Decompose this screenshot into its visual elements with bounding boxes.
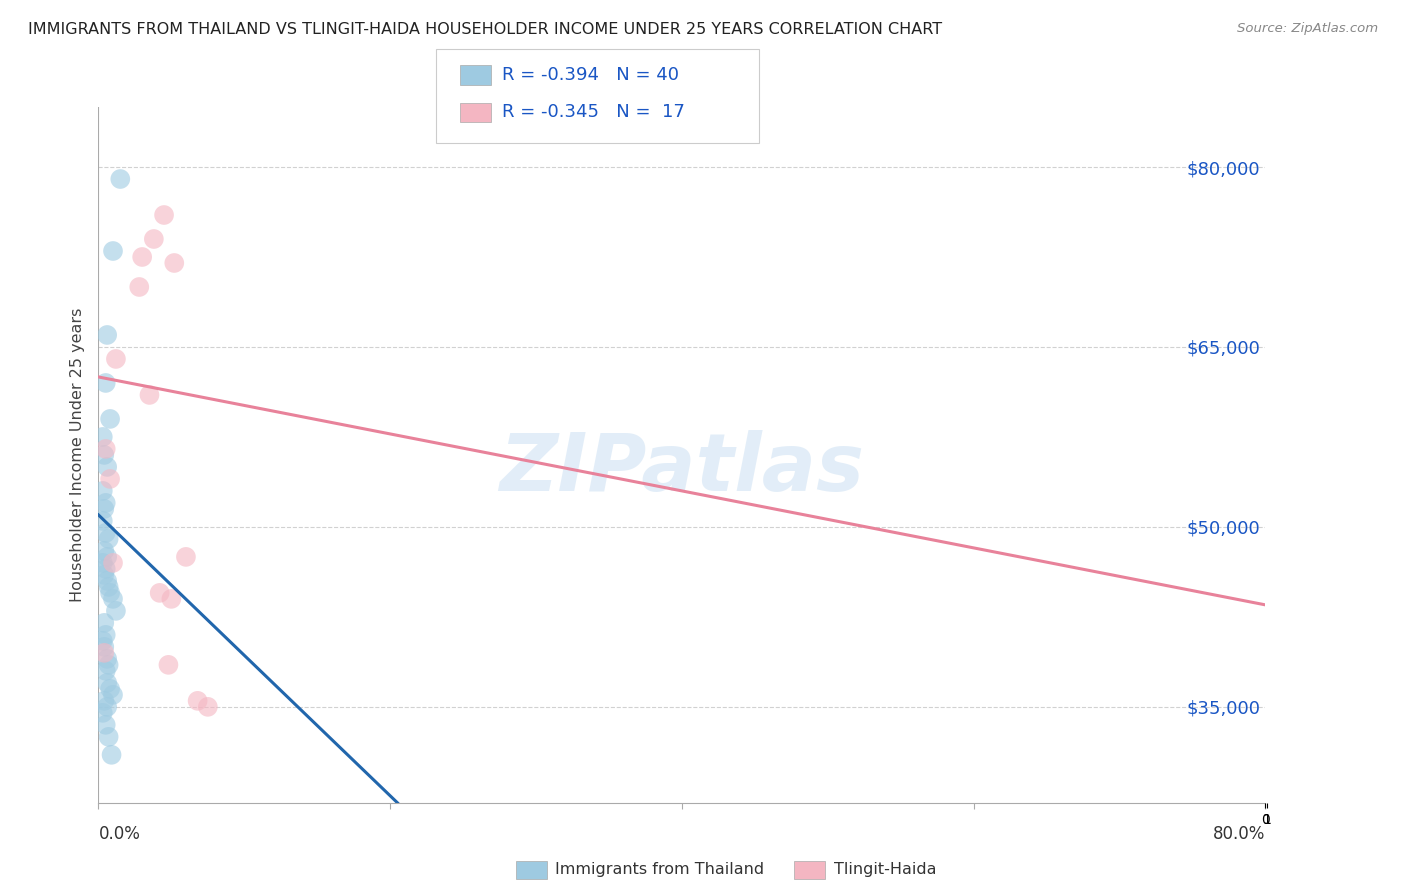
- Point: [94, 496, 117, 510]
- Point: [98, 472, 121, 486]
- Point: [96, 652, 118, 666]
- Point: [96, 549, 118, 564]
- Text: Immigrants from Thailand: Immigrants from Thailand: [555, 863, 765, 877]
- Point: [96, 459, 118, 474]
- Point: [94, 628, 117, 642]
- Point: [93, 567, 115, 582]
- Point: [104, 351, 127, 366]
- Point: [104, 604, 127, 618]
- Y-axis label: Householder Income Under 25 years: Householder Income Under 25 years: [70, 308, 86, 602]
- Point: [163, 256, 186, 270]
- Point: [94, 718, 117, 732]
- Text: ZIPatlas: ZIPatlas: [499, 430, 865, 508]
- Point: [93, 544, 115, 558]
- Point: [153, 208, 176, 222]
- Point: [160, 591, 183, 606]
- Point: [98, 681, 121, 696]
- Point: [149, 586, 172, 600]
- Point: [97, 730, 120, 744]
- Point: [174, 549, 197, 564]
- Point: [94, 664, 117, 678]
- Point: [187, 694, 209, 708]
- Point: [96, 699, 118, 714]
- Point: [96, 574, 118, 588]
- Point: [91, 556, 114, 570]
- Point: [96, 676, 118, 690]
- Point: [97, 580, 120, 594]
- Point: [157, 657, 180, 672]
- Point: [93, 448, 115, 462]
- Text: 0.0%: 0.0%: [98, 825, 141, 843]
- Point: [101, 591, 124, 606]
- Point: [131, 250, 153, 264]
- Point: [97, 532, 120, 546]
- Point: [101, 556, 124, 570]
- Point: [94, 442, 117, 456]
- Point: [93, 640, 115, 654]
- Text: R = -0.345   N =  17: R = -0.345 N = 17: [502, 103, 685, 121]
- Point: [93, 646, 115, 660]
- Point: [97, 657, 120, 672]
- Point: [91, 430, 114, 444]
- Point: [142, 232, 165, 246]
- Point: [96, 328, 118, 343]
- Point: [98, 586, 121, 600]
- Point: [94, 525, 117, 540]
- Point: [197, 699, 219, 714]
- Point: [94, 376, 117, 390]
- Point: [101, 244, 124, 258]
- Point: [91, 633, 114, 648]
- Point: [93, 502, 115, 516]
- Point: [91, 706, 114, 720]
- Text: IMMIGRANTS FROM THAILAND VS TLINGIT-HAIDA HOUSEHOLDER INCOME UNDER 25 YEARS CORR: IMMIGRANTS FROM THAILAND VS TLINGIT-HAID…: [28, 22, 942, 37]
- Point: [101, 688, 124, 702]
- Text: 80.0%: 80.0%: [1213, 825, 1265, 843]
- Point: [91, 514, 114, 528]
- Point: [110, 172, 132, 186]
- Point: [94, 562, 117, 576]
- Text: R = -0.394   N = 40: R = -0.394 N = 40: [502, 66, 679, 84]
- Point: [100, 747, 122, 762]
- Point: [128, 280, 150, 294]
- Text: Source: ZipAtlas.com: Source: ZipAtlas.com: [1237, 22, 1378, 36]
- Point: [91, 483, 114, 498]
- Point: [93, 694, 115, 708]
- Text: Tlingit-Haida: Tlingit-Haida: [834, 863, 936, 877]
- Point: [138, 388, 160, 402]
- Point: [93, 615, 115, 630]
- Point: [98, 412, 121, 426]
